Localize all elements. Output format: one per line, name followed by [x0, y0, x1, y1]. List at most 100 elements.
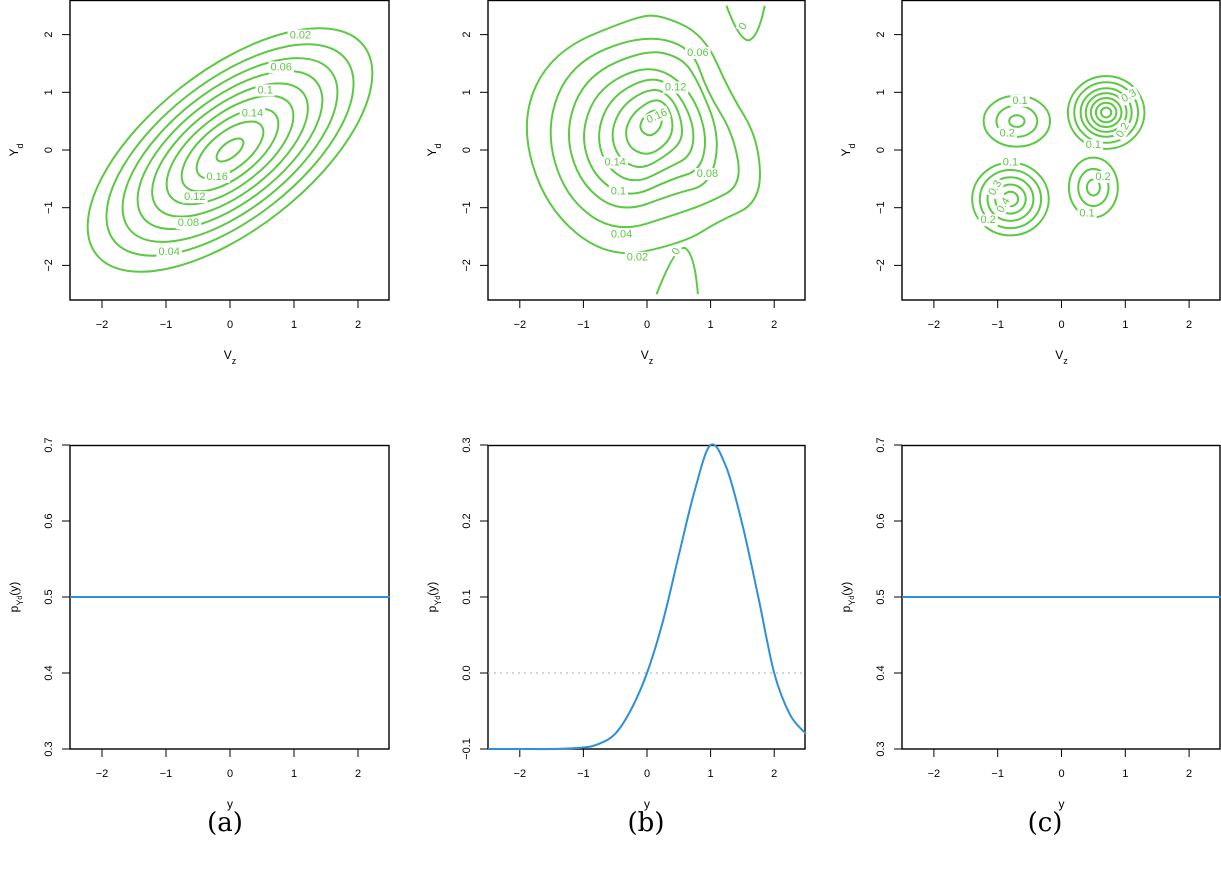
contour-line: [215, 137, 245, 163]
contour-label: 0: [737, 21, 750, 32]
y-tick-label: 2: [461, 32, 473, 38]
contour-label-bg: [735, 19, 751, 34]
x-tick-label: −1: [991, 319, 1004, 331]
contour-label-bg: [602, 156, 628, 169]
contour-line: [611, 89, 683, 168]
y-tick-label: 0.7: [875, 437, 887, 452]
y-tick-label: −1: [461, 201, 473, 214]
contour-label-bg: [608, 228, 635, 241]
contour-label: 0.1: [1079, 207, 1094, 219]
x-axis-label: y: [227, 797, 233, 811]
y-tick-label: 0.5: [43, 589, 55, 604]
y-tick-label: 0.3: [461, 437, 473, 452]
contour-label-bg: [182, 191, 208, 204]
x-tick-label: 2: [771, 319, 777, 331]
contour-label-bg: [1010, 94, 1030, 107]
x-axis-label: y: [644, 797, 650, 811]
contour-label: 0.08: [697, 168, 718, 180]
contour-label: 0.04: [158, 246, 179, 258]
contour-label-bg: [1083, 139, 1104, 152]
x-tick-label: 0: [1058, 319, 1064, 331]
y-tick-label: 0: [43, 147, 55, 153]
contour-label-bg: [624, 251, 651, 264]
contour-label: 0.06: [270, 61, 291, 73]
contour-line: [1079, 87, 1133, 138]
contour-label-bg: [175, 217, 202, 230]
contour-line: [1100, 106, 1113, 119]
contour-label: 0.12: [184, 191, 205, 203]
contour-label-bg: [239, 107, 266, 120]
contour-line: [180, 107, 280, 193]
y-tick-label: 2: [43, 32, 55, 38]
y-axis-label: pYd(y): [839, 582, 857, 613]
y-tick-label: 0.1: [461, 589, 473, 604]
y-tick-label: −1: [875, 201, 887, 214]
x-tick-label: −1: [160, 768, 173, 780]
contour-label-bg: [642, 105, 672, 128]
panel-2: −2 −1 0 1 2−2−1012VzYd0.10.20.10.20.30.40.20…: [839, 0, 1221, 366]
x-tick-label: −2: [514, 768, 527, 780]
x-axis-label: Vz: [641, 348, 654, 366]
x-axis-label: y: [1059, 797, 1065, 811]
density-line: [487, 443, 807, 751]
panel-3: −2 −1 0 1 2 0.3 0.4 0.5 0.6 0.7 y pYd(y): [7, 437, 390, 811]
y-axis-label: pYd(y): [425, 582, 443, 613]
contour-line: [1066, 75, 1146, 150]
y-axis-label: Yd: [839, 143, 857, 156]
contour-line: [625, 99, 674, 155]
x-tick-label: −2: [928, 768, 941, 780]
x-tick-label: 0: [644, 768, 650, 780]
contour-line: [978, 168, 1043, 230]
x-tick-label: −1: [577, 768, 590, 780]
x-tick-label: −2: [96, 768, 109, 780]
contour-label: 0.14: [242, 108, 263, 120]
panel-0: −2 −1 0 1 2 −2 −1 0 1 2 Vz Yd 0.02 0.04 0.06 0.08 0.1 0.1…: [7, 0, 390, 366]
contour-label: 0.2: [1095, 171, 1110, 183]
x-tick-label: −1: [160, 319, 173, 331]
contour-label: 0.1: [1003, 157, 1018, 169]
contour-line: [195, 120, 265, 180]
contour-line: [549, 37, 740, 229]
contour-line: [121, 57, 339, 243]
y-tick-label: −0.1: [461, 738, 473, 760]
plot-frame: [901, 0, 1221, 301]
y-tick-label: 0.5: [875, 589, 887, 604]
contour-line-zero: [655, 247, 699, 295]
contour-label-bg: [668, 244, 685, 259]
contour-line: [1077, 167, 1110, 208]
contour-line: [105, 43, 355, 257]
y-tick-label: −2: [875, 259, 887, 272]
y-tick-label: 0.4: [875, 665, 887, 680]
y-tick-label: −1: [43, 201, 55, 214]
panel-1: −2 −1 0 1 2 −2 −1 0 1 2 Vz Yd 0 0.02 0.04 0.06 0.08 0.1 0.…: [425, 0, 806, 366]
y-axis-label: pYd(y): [7, 582, 25, 613]
y-tick-label: 0.2: [461, 513, 473, 528]
contour-label-bg: [608, 185, 629, 198]
x-tick-label: −2: [928, 319, 941, 331]
x-tick-label: −2: [96, 319, 109, 331]
contour-label: 0.02: [290, 30, 311, 42]
contour-label: 0.1: [611, 185, 626, 197]
x-tick-label: −2: [514, 319, 527, 331]
contour-line: [994, 183, 1027, 215]
y-tick-label: −2: [43, 259, 55, 272]
y-tick-label: −2: [461, 259, 473, 272]
contour-label: 0.04: [611, 229, 632, 241]
contour-line: [1089, 96, 1123, 129]
x-tick-label: 0: [227, 768, 233, 780]
contour-line: [151, 82, 309, 218]
contour-label-bg: [156, 245, 182, 258]
x-tick-label: −1: [991, 768, 1004, 780]
panel-5: −2 −1 0 1 2 0.3 0.4 0.5 0.6 0.7 y pYd(y): [839, 437, 1221, 811]
contour-line: [1084, 92, 1128, 133]
contour-label-bg: [204, 170, 230, 183]
contour-line: [583, 68, 707, 195]
x-tick-label: 1: [1122, 768, 1128, 780]
contour-label: 0.16: [206, 171, 227, 183]
x-tick-label: 1: [291, 768, 297, 780]
x-axis-label: Vz: [224, 348, 237, 366]
panel-label-b: (b): [627, 808, 665, 838]
x-tick-label: 1: [708, 768, 714, 780]
contour-label-bg: [1077, 207, 1097, 220]
